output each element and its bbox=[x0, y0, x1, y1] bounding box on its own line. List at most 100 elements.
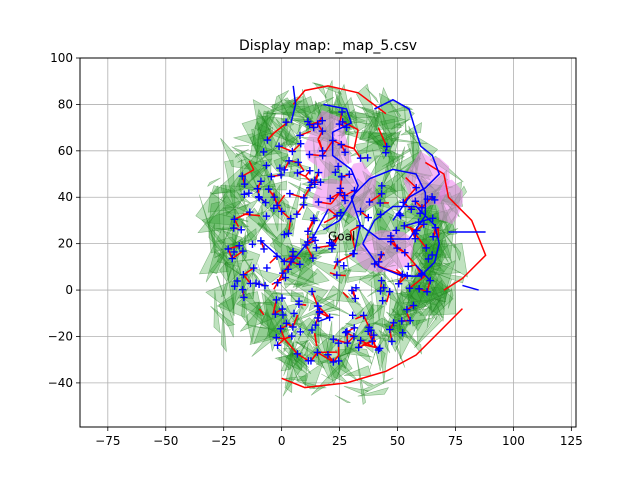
obstacle-triangle bbox=[220, 269, 232, 298]
free-space-region bbox=[435, 179, 463, 225]
roadmap-edge bbox=[296, 353, 309, 362]
obstacle-triangle bbox=[256, 113, 274, 132]
obstacle-triangle bbox=[285, 340, 308, 363]
roadmap-edge bbox=[414, 200, 423, 209]
roadmap-edge bbox=[369, 193, 383, 203]
obstacle-triangle bbox=[210, 305, 236, 327]
obstacle-triangle bbox=[388, 215, 414, 239]
y-tick-label: 80 bbox=[58, 97, 73, 111]
roadmap-edge bbox=[291, 143, 302, 153]
obstacle-triangle bbox=[224, 159, 236, 218]
roadmap-edge bbox=[305, 244, 314, 259]
y-tick-label: −20 bbox=[48, 329, 73, 343]
planned-path bbox=[462, 284, 479, 291]
obstacle-triangle bbox=[289, 352, 309, 368]
obstacle-triangle bbox=[220, 137, 250, 170]
obstacle-triangle bbox=[292, 358, 302, 365]
obstacle-triangle bbox=[257, 263, 264, 279]
obstacle-triangle bbox=[365, 123, 373, 155]
obstacle-triangle bbox=[407, 305, 433, 332]
obstacle-triangle bbox=[251, 178, 285, 223]
x-tick-label: 25 bbox=[332, 434, 347, 448]
roadmap-edge bbox=[409, 274, 427, 289]
obstacle-triangle bbox=[271, 212, 275, 217]
obstacle-triangle bbox=[231, 146, 260, 166]
roadmap-edge bbox=[398, 275, 408, 285]
obstacle-triangle bbox=[414, 314, 443, 349]
roadmap-edge bbox=[272, 308, 283, 315]
obstacle-triangle bbox=[208, 201, 221, 226]
obstacle-triangle bbox=[367, 109, 381, 139]
obstacle-triangle bbox=[253, 141, 285, 166]
roadmap-edge bbox=[283, 256, 292, 263]
obstacle-triangle bbox=[195, 185, 221, 234]
y-tick-label: 40 bbox=[58, 190, 73, 204]
obstacle-triangle bbox=[354, 104, 381, 119]
roadmap-edge bbox=[277, 338, 285, 346]
obstacle-triangle bbox=[324, 80, 334, 120]
obstacle-triangle bbox=[384, 338, 391, 354]
obstacle-triangle bbox=[391, 308, 408, 322]
roadmap-edge bbox=[248, 160, 255, 171]
obstacle-triangle bbox=[305, 210, 320, 247]
roadmap-edge bbox=[307, 236, 314, 243]
obstacle-triangle bbox=[344, 268, 351, 284]
obstacle-triangle bbox=[382, 323, 408, 353]
obstacle-triangle bbox=[415, 251, 436, 274]
obstacle-triangle bbox=[419, 280, 457, 316]
obstacle-triangle bbox=[291, 338, 309, 387]
obstacle-triangle bbox=[292, 299, 335, 323]
obstacle-triangle bbox=[213, 290, 221, 334]
obstacle-triangle bbox=[415, 285, 443, 321]
obstacle-triangle bbox=[339, 362, 359, 382]
obstacle-triangle bbox=[292, 252, 314, 288]
roadmap-edge bbox=[234, 211, 251, 220]
obstacle-triangle bbox=[301, 88, 314, 122]
obstacle-triangle bbox=[333, 217, 341, 238]
obstacle-triangle bbox=[395, 123, 404, 127]
roadmap-edge bbox=[304, 175, 312, 183]
roadmap-edge bbox=[360, 210, 369, 219]
obstacle-triangle bbox=[209, 252, 225, 275]
path-segment bbox=[415, 264, 431, 282]
obstacle-triangle bbox=[232, 282, 235, 317]
x-tick-label: 75 bbox=[448, 434, 463, 448]
obstacle-triangle bbox=[201, 204, 250, 245]
obstacle-triangle bbox=[210, 185, 237, 194]
obstacle-triangle bbox=[249, 108, 282, 158]
obstacle-triangle bbox=[400, 274, 437, 306]
obstacle-triangle bbox=[367, 132, 401, 163]
axes-frame bbox=[79, 57, 577, 428]
obstacle-triangle bbox=[380, 117, 396, 168]
obstacle-triangle bbox=[283, 324, 303, 353]
y-tick-label: 100 bbox=[50, 51, 73, 65]
obstacle-triangle bbox=[344, 345, 373, 358]
roadmap-edge bbox=[311, 291, 319, 307]
obstacle-triangle bbox=[420, 262, 451, 274]
obstacle-triangle bbox=[225, 199, 243, 208]
obstacle-triangle bbox=[426, 268, 452, 301]
obstacle-triangle bbox=[390, 118, 412, 131]
obstacle-triangle bbox=[439, 226, 456, 249]
obstacle-triangle bbox=[357, 387, 390, 397]
obstacle-triangle bbox=[324, 285, 355, 303]
obstacle-triangle bbox=[245, 323, 280, 332]
obstacle-triangle bbox=[295, 263, 318, 290]
roadmap-edge bbox=[276, 194, 286, 206]
obstacle-triangle bbox=[262, 278, 285, 337]
obstacle-triangle bbox=[198, 194, 217, 248]
obstacle-triangle bbox=[371, 112, 395, 146]
obstacle-triangle bbox=[230, 186, 252, 204]
annotations-layer: Goal bbox=[328, 230, 355, 244]
obstacle-triangle bbox=[295, 361, 324, 389]
obstacle-triangle bbox=[286, 245, 323, 276]
obstacle-triangle bbox=[281, 128, 301, 146]
obstacle-triangle bbox=[253, 301, 273, 306]
obstacle-triangle bbox=[324, 320, 333, 359]
obstacle-triangle bbox=[245, 301, 261, 344]
obstacle-triangle bbox=[282, 348, 312, 375]
obstacle-triangle bbox=[343, 385, 370, 395]
obstacle-triangle bbox=[372, 131, 397, 145]
obstacle-triangle bbox=[362, 115, 378, 139]
